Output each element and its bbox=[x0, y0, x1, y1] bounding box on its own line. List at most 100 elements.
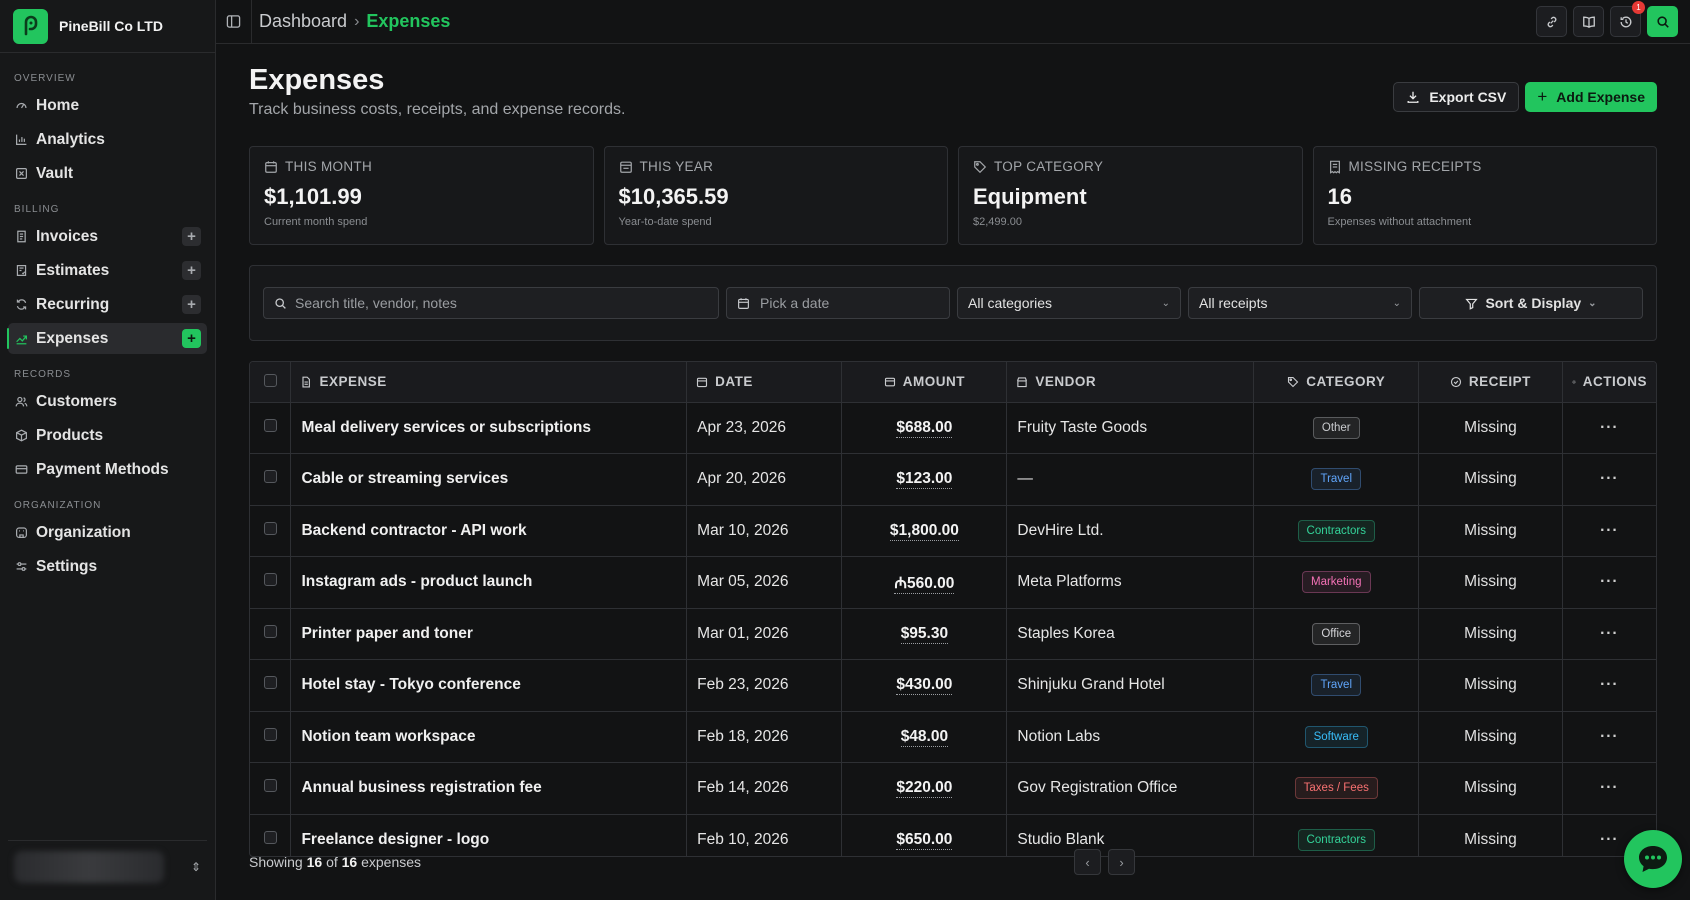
add-recurring-button[interactable]: + bbox=[182, 295, 201, 314]
sidebar-item-products[interactable]: Products bbox=[8, 420, 207, 451]
page-title: Expenses bbox=[249, 64, 385, 96]
date-picker[interactable]: Pick a date bbox=[726, 287, 950, 319]
history-button[interactable]: 1 bbox=[1610, 1, 1645, 37]
stat-value: $1,101.99 bbox=[264, 184, 362, 209]
column-date-label: DATE bbox=[715, 374, 753, 390]
link-button[interactable] bbox=[1536, 6, 1567, 37]
sidebar-item-expenses[interactable]: Expenses + bbox=[7, 323, 207, 354]
chevron-down-icon: ⌄ bbox=[1392, 297, 1401, 309]
column-date[interactable]: DATE bbox=[686, 362, 843, 403]
row-checkbox[interactable] bbox=[263, 418, 277, 432]
export-csv-button[interactable]: Export CSV bbox=[1393, 82, 1520, 112]
add-expenses-button[interactable]: + bbox=[182, 329, 201, 348]
table-row[interactable]: Backend contractor - API work Mar 10, 202… bbox=[250, 505, 1656, 557]
filter-icon bbox=[1465, 298, 1479, 310]
search-input[interactable]: Search title, vendor, notes bbox=[263, 287, 719, 319]
row-actions-button[interactable]: ··· bbox=[1562, 762, 1656, 815]
search-placeholder: Search title, vendor, notes bbox=[295, 295, 457, 311]
history-icon bbox=[1620, 16, 1631, 27]
sidebar-item-label: Analytics bbox=[36, 130, 105, 148]
sort-display-button[interactable]: Sort & Display ⌄ bbox=[1419, 287, 1643, 319]
column-receipt[interactable]: RECEIPT bbox=[1418, 362, 1563, 403]
expense-category-cell: Other bbox=[1253, 402, 1420, 454]
expense-title[interactable]: Annual business registration fee bbox=[290, 762, 688, 815]
chat-button[interactable] bbox=[1624, 830, 1682, 888]
column-vendor-label: VENDOR bbox=[1035, 374, 1097, 390]
sidebar-item-vault[interactable]: Vault bbox=[8, 158, 207, 189]
stat-value: 16 bbox=[1327, 184, 1352, 209]
brand[interactable]: PineBill Co LTD bbox=[0, 0, 215, 53]
column-expense[interactable]: EXPENSE bbox=[290, 362, 688, 403]
column-vendor[interactable]: VENDOR bbox=[1006, 362, 1255, 403]
row-checkbox[interactable] bbox=[263, 470, 277, 484]
add-expense-button[interactable]: + Add Expense bbox=[1525, 82, 1657, 112]
row-checkbox[interactable] bbox=[263, 676, 277, 690]
sidebar-item-label: Home bbox=[36, 96, 80, 114]
receipt-status: Missing bbox=[1418, 659, 1563, 712]
row-checkbox[interactable] bbox=[263, 521, 277, 535]
receipt-select[interactable]: All receipts ⌄ bbox=[1188, 287, 1412, 319]
table-row[interactable]: Printer paper and toner Mar 01, 2026 $95.3… bbox=[250, 608, 1656, 660]
row-checkbox[interactable] bbox=[263, 624, 277, 638]
table-row[interactable]: Cable or streaming services Apr 20, 2026 $… bbox=[250, 453, 1656, 506]
row-actions-button[interactable]: ··· bbox=[1562, 505, 1656, 557]
add-estimates-button[interactable]: + bbox=[182, 261, 201, 280]
sidebar-item-settings[interactable]: Settings bbox=[8, 551, 207, 582]
table-row[interactable]: Meal delivery services or subscriptions A… bbox=[250, 402, 1656, 454]
nav-section-title: ORGANIZATION bbox=[14, 500, 102, 511]
expense-title[interactable]: Printer paper and toner bbox=[290, 608, 688, 660]
expense-amount-cell: $220.00 bbox=[841, 762, 1008, 815]
column-category[interactable]: CATEGORY bbox=[1253, 362, 1420, 403]
sidebar-item-estimates[interactable]: Estimates + bbox=[8, 255, 207, 286]
row-actions-button[interactable]: ··· bbox=[1562, 711, 1656, 763]
sidebar-toggle-button[interactable] bbox=[216, 0, 252, 44]
table-row[interactable]: Instagram ads - product launch Mar 05, 20… bbox=[250, 556, 1656, 609]
sidebar-item-invoices[interactable]: Invoices + bbox=[8, 221, 207, 252]
sidebar-item-organization[interactable]: Organization bbox=[8, 517, 207, 548]
expense-title[interactable]: Freelance designer - logo bbox=[290, 814, 688, 856]
row-actions-button[interactable]: ··· bbox=[1562, 453, 1656, 506]
expense-title[interactable]: Meal delivery services or subscriptions bbox=[290, 402, 688, 454]
tag-icon bbox=[973, 160, 987, 174]
expense-vendor: Gov Registration Office bbox=[1006, 762, 1255, 815]
select-all-checkbox[interactable] bbox=[263, 373, 277, 387]
expense-vendor: DevHire Ltd. bbox=[1006, 505, 1255, 557]
table-row[interactable]: Freelance designer - logo Feb 10, 2026 $65… bbox=[250, 814, 1656, 856]
row-actions-button[interactable]: ··· bbox=[1562, 556, 1656, 609]
sidebar-item-home[interactable]: Home bbox=[8, 90, 207, 121]
search-button[interactable] bbox=[1647, 6, 1678, 37]
row-actions-button[interactable]: ··· bbox=[1562, 659, 1656, 712]
breadcrumb-separator: › bbox=[354, 12, 360, 30]
expense-icon bbox=[14, 332, 28, 346]
breadcrumb-dashboard-link[interactable]: Dashboard bbox=[259, 11, 348, 31]
docs-button[interactable] bbox=[1573, 6, 1604, 37]
expense-title[interactable]: Hotel stay - Tokyo conference bbox=[290, 659, 688, 712]
row-checkbox[interactable] bbox=[263, 727, 277, 741]
column-amount[interactable]: AMOUNT bbox=[841, 362, 1008, 403]
expense-title[interactable]: Notion team workspace bbox=[290, 711, 688, 763]
row-actions-button[interactable]: ··· bbox=[1562, 608, 1656, 660]
expense-amount-cell: $1,800.00 bbox=[841, 505, 1008, 557]
category-select[interactable]: All categories ⌄ bbox=[957, 287, 1181, 319]
user-switcher[interactable]: ⇕ bbox=[8, 840, 207, 892]
expense-category-cell: Contractors bbox=[1253, 505, 1420, 557]
sidebar-item-customers[interactable]: Customers bbox=[8, 386, 207, 417]
sidebar-item-payment-methods[interactable]: Payment Methods bbox=[8, 454, 207, 485]
pagination-total: 16 bbox=[341, 854, 358, 870]
expense-title[interactable]: Cable or streaming services bbox=[290, 453, 688, 506]
table-row[interactable]: Hotel stay - Tokyo conference Feb 23, 202… bbox=[250, 659, 1656, 712]
table-row[interactable]: Notion team workspace Feb 18, 2026 $48.00 N… bbox=[250, 711, 1656, 763]
row-checkbox[interactable] bbox=[263, 830, 277, 844]
stat-subtext: Year-to-date spend bbox=[618, 216, 712, 228]
expense-title[interactable]: Backend contractor - API work bbox=[290, 505, 688, 557]
row-checkbox[interactable] bbox=[263, 573, 277, 587]
add-invoices-button[interactable]: + bbox=[182, 227, 201, 246]
sidebar-item-recurring[interactable]: Recurring + bbox=[8, 289, 207, 320]
expense-title[interactable]: Instagram ads - product launch bbox=[290, 556, 688, 609]
next-page-button[interactable]: › bbox=[1108, 849, 1136, 875]
prev-page-button[interactable]: ‹ bbox=[1074, 849, 1102, 875]
table-row[interactable]: Annual business registration fee Feb 14, … bbox=[250, 762, 1656, 815]
row-checkbox[interactable] bbox=[263, 779, 277, 793]
row-actions-button[interactable]: ··· bbox=[1562, 402, 1656, 454]
sidebar-item-analytics[interactable]: Analytics bbox=[8, 124, 207, 155]
